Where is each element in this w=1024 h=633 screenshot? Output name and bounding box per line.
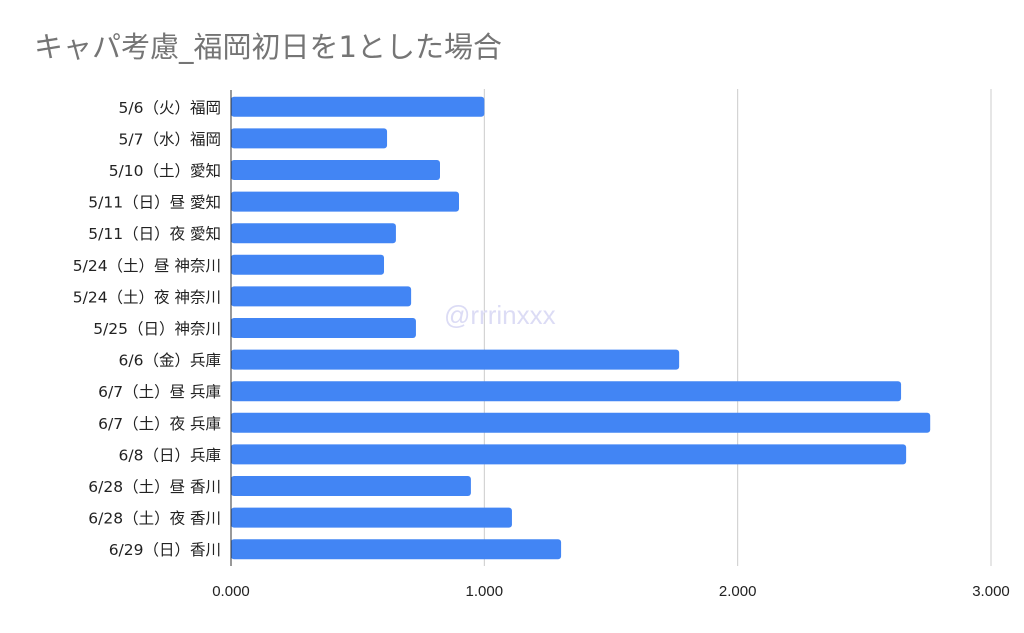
category-label: 6/7（土）夜 兵庫 [98,415,221,433]
bar [231,476,471,496]
category-label: 5/11（日）昼 愛知 [88,194,221,212]
bar [231,507,512,528]
category-label: 5/11（日）夜 愛知 [88,225,221,243]
bar [231,223,396,244]
x-tick-label: 1.000 [466,583,504,600]
bar [231,96,485,117]
category-label: 6/8（日）兵庫 [119,446,221,464]
category-label: 6/29（日）香川 [109,541,221,559]
bar [231,128,388,149]
bar [231,318,416,338]
category-label: 5/24（土）昼 神奈川 [73,257,221,275]
category-label: 5/24（土）夜 神奈川 [73,288,221,306]
category-label: 5/6（火）福岡 [119,99,221,117]
category-label: 6/7（土）昼 兵庫 [98,383,221,401]
bar [231,160,440,180]
x-tick-label: 2.000 [719,583,757,600]
chart-title: キャパ考慮_福岡初日を1とした場合 [34,30,502,64]
bar [231,444,907,465]
bar [231,539,562,560]
bar [231,191,459,212]
bar [231,412,931,433]
category-label: 6/28（土）昼 香川 [88,478,221,496]
bar [231,349,680,370]
watermark: @rrrinxxx [444,300,556,330]
x-tick-label: 3.000 [972,583,1010,600]
category-label: 6/28（土）夜 香川 [88,510,221,528]
category-label: 5/25（日）神奈川 [93,320,221,338]
bar [231,254,385,275]
category-label: 5/7（水）福岡 [119,130,221,148]
x-tick-label: 0.000 [212,583,250,600]
bar [231,286,412,307]
category-label: 5/10（土）愛知 [109,162,221,180]
category-label: 6/6（金）兵庫 [119,352,221,370]
bar [231,381,902,402]
